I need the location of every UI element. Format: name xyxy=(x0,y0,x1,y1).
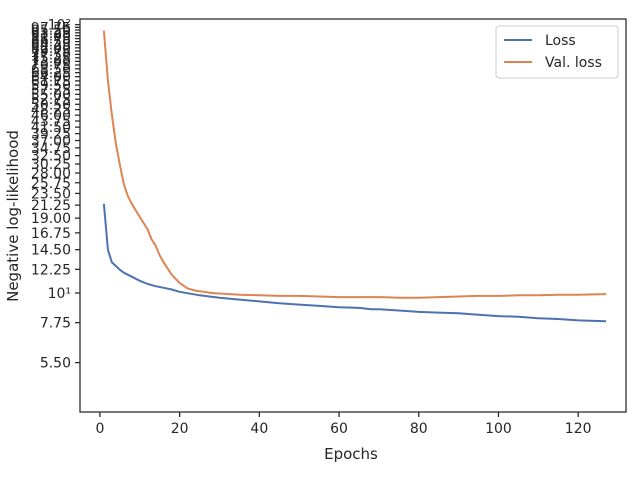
y-tick-label: 30.25 xyxy=(31,157,71,173)
y-tick-label: 43.75 xyxy=(31,114,71,130)
legend-label-val-loss: Val. loss xyxy=(545,55,602,71)
y-tick-label: 10² xyxy=(48,18,71,34)
y-tick-label: 21.25 xyxy=(31,198,71,214)
y-tick-label: 25.75 xyxy=(31,176,71,192)
y-tick-label: 75.25 xyxy=(31,51,71,67)
x-tick-label: 20 xyxy=(171,421,189,437)
y-tick-label: 14.50 xyxy=(31,243,71,259)
y-tick-label: 77.50 xyxy=(31,47,71,63)
y-tick-label: 68.50 xyxy=(31,62,71,78)
y-axis-ticks: 5.50 7.75 10¹ 12.25 14.5016.7519.0021.2523.5… xyxy=(31,18,80,372)
y-tick-label: 37.00 xyxy=(31,134,71,150)
y-tick-label: 16.75 xyxy=(31,226,71,242)
y-tick-label: 73.00 xyxy=(31,54,71,70)
x-tick-label: 100 xyxy=(485,421,512,437)
series-line-val-loss xyxy=(102,30,607,299)
y-tick-label: 70.75 xyxy=(31,58,71,74)
y-tick-label: 32.50 xyxy=(31,149,71,165)
y-tick-label: 12.25 xyxy=(31,262,71,278)
series-line-loss xyxy=(102,203,607,323)
legend: Loss Val. loss xyxy=(495,25,619,79)
x-tick-label: 0 xyxy=(95,421,104,437)
y-tick-label: 79.75 xyxy=(31,44,71,60)
y-axis-label: Negative log-likelihood xyxy=(4,130,22,302)
y-tick-label: 19.00 xyxy=(31,211,71,227)
y-tick-label: 46.00 xyxy=(31,108,71,124)
y-tick-label: 34.75 xyxy=(31,141,71,157)
y-tick-label: 39.25 xyxy=(31,127,71,143)
y-tick-label: 66.25 xyxy=(31,66,71,82)
y-tick-label: 97.75 xyxy=(31,20,71,36)
y-tick-label: 23.50 xyxy=(31,186,71,202)
y-tick-label: 95.50 xyxy=(31,23,71,39)
x-tick-label: 120 xyxy=(565,421,592,437)
y-tick-label: 88.75 xyxy=(31,32,71,48)
x-tick-label: 40 xyxy=(250,421,268,437)
y-tick-label: 91.00 xyxy=(31,29,71,45)
x-axis-label: Epochs xyxy=(324,445,378,463)
x-tick-label: 60 xyxy=(330,421,348,437)
y-tick-label: 93.25 xyxy=(31,26,71,42)
series-layer xyxy=(102,30,607,323)
y-tick-label: 28.00 xyxy=(31,166,71,182)
y-tick-label: 48.25 xyxy=(31,103,71,119)
y-tick-label: 5.50 xyxy=(40,356,71,372)
y-tick-label: 84.25 xyxy=(31,38,71,54)
y-tick-label: 86.50 xyxy=(31,35,71,51)
plot-frame xyxy=(79,18,627,413)
y-tick-label: 52.75 xyxy=(31,92,71,108)
y-tick-label: 10¹ xyxy=(48,286,71,302)
y-tick-label: 7.75 xyxy=(40,316,71,332)
x-axis-ticks: 0 20 40 60 80 100 120 xyxy=(95,412,592,437)
y-tick-label: 61.75 xyxy=(31,74,71,90)
y-tick-label: 57.25 xyxy=(31,83,71,99)
y-tick-label: 82.00 xyxy=(31,41,71,57)
x-tick-label: 80 xyxy=(410,421,428,437)
y-tick-label: 41.50 xyxy=(31,120,71,136)
y-tick-label: 59.50 xyxy=(31,78,71,94)
legend-label-loss: Loss xyxy=(545,33,576,49)
y-tick-label: 55.00 xyxy=(31,87,71,103)
y-tick-label: 64.00 xyxy=(31,70,71,86)
y-tick-label: 50.50 xyxy=(31,97,71,113)
